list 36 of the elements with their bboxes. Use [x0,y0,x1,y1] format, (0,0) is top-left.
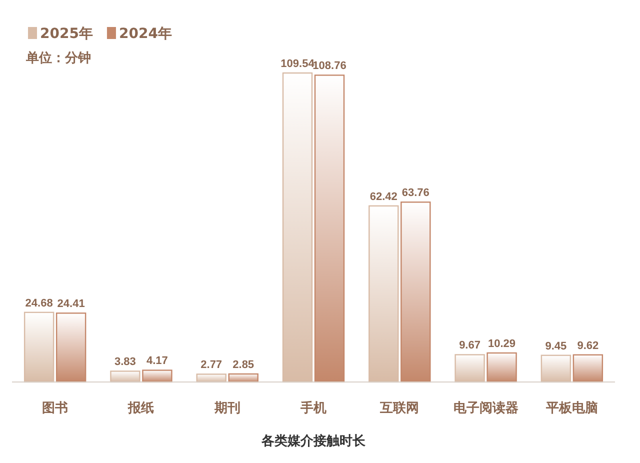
bar [314,74,345,383]
bar [572,354,604,383]
data-label: 2.85 [232,358,254,371]
data-label: 24.68 [25,297,53,310]
bar [400,202,431,383]
bar [486,352,517,383]
data-label: 9.45 [545,340,567,352]
x-tick-label: 图书 [42,401,68,416]
x-tick-label: 报纸 [127,401,154,416]
x-tick-label: 电子阅读器 [453,401,518,416]
data-label: 108.76 [312,60,346,72]
bar [368,205,399,383]
data-label: 4.17 [146,355,168,368]
data-label: 3.83 [114,356,136,368]
x-tick-label: 互联网 [379,401,420,416]
data-label: 9.67 [459,340,480,352]
bar [56,312,86,383]
bar [282,72,313,383]
data-label: 24.41 [57,298,85,310]
data-label: 62.42 [370,190,398,203]
x-tick-label: 平板电脑 [544,400,598,416]
data-label: 9.62 [577,340,599,352]
x-tick-label: 手机 [300,400,326,416]
bar [540,354,572,383]
legend-label: 2025年 [40,26,93,42]
data-label: 10.29 [488,338,516,350]
bar [454,354,485,383]
x-axis-title: 各类媒介接触时长 [260,433,366,449]
bar [24,312,54,383]
text: 单位：分钟 [25,50,91,66]
data-label: 63.76 [402,187,430,200]
x-tick-label: 期刊 [213,401,240,416]
bar [142,370,172,383]
legend-label: 2024年 [118,26,172,42]
bar [110,370,140,383]
data-label: 2.77 [200,359,222,372]
